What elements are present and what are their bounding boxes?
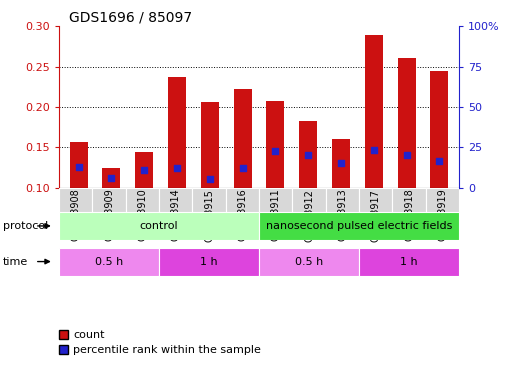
- Bar: [430, 71, 448, 188]
- Text: GSM93908: GSM93908: [71, 189, 81, 242]
- Point: [403, 152, 411, 158]
- Bar: [332, 139, 350, 188]
- Text: GSM93917: GSM93917: [371, 189, 381, 242]
- Bar: [365, 35, 383, 188]
- Bar: [266, 101, 285, 188]
- Text: GDS1696 / 85097: GDS1696 / 85097: [69, 10, 192, 24]
- Point: [271, 148, 280, 154]
- Point: [436, 158, 444, 164]
- Point: [140, 167, 148, 173]
- Text: percentile rank within the sample: percentile rank within the sample: [73, 345, 261, 355]
- Text: GSM93915: GSM93915: [204, 189, 214, 242]
- Bar: [259, 248, 359, 276]
- Text: 1 h: 1 h: [400, 256, 418, 267]
- Bar: [299, 122, 317, 188]
- Bar: [192, 188, 226, 212]
- Text: GSM93913: GSM93913: [338, 189, 347, 242]
- Bar: [426, 188, 459, 212]
- Bar: [126, 188, 159, 212]
- Text: GSM93919: GSM93919: [438, 189, 447, 242]
- Point: [239, 165, 247, 171]
- Text: GSM93918: GSM93918: [404, 189, 414, 242]
- Text: time: time: [3, 256, 28, 267]
- Point: [370, 147, 378, 153]
- Bar: [59, 212, 259, 240]
- Bar: [292, 188, 326, 212]
- Bar: [135, 152, 153, 188]
- Text: GSM93912: GSM93912: [304, 189, 314, 242]
- Bar: [92, 188, 126, 212]
- Point: [173, 165, 181, 171]
- Bar: [59, 248, 159, 276]
- Bar: [168, 77, 186, 188]
- Point: [74, 164, 83, 170]
- Point: [107, 175, 115, 181]
- Bar: [70, 141, 88, 188]
- Text: GSM93911: GSM93911: [271, 189, 281, 242]
- Bar: [259, 188, 292, 212]
- Bar: [392, 188, 426, 212]
- Point: [206, 177, 214, 183]
- Text: 0.5 h: 0.5 h: [95, 256, 123, 267]
- Text: 0.5 h: 0.5 h: [295, 256, 323, 267]
- Bar: [226, 188, 259, 212]
- Bar: [103, 168, 121, 188]
- Point: [337, 160, 345, 166]
- Bar: [201, 102, 219, 188]
- Bar: [326, 188, 359, 212]
- Bar: [233, 89, 252, 188]
- Text: GSM93910: GSM93910: [137, 189, 147, 242]
- Text: control: control: [140, 221, 179, 231]
- Text: GSM93914: GSM93914: [171, 189, 181, 242]
- Text: GSM93909: GSM93909: [104, 189, 114, 242]
- Point: [304, 152, 312, 158]
- Bar: [359, 188, 392, 212]
- Text: protocol: protocol: [3, 221, 48, 231]
- Text: count: count: [73, 330, 105, 340]
- Text: 1 h: 1 h: [200, 256, 218, 267]
- Bar: [59, 188, 92, 212]
- Text: GSM93916: GSM93916: [238, 189, 247, 242]
- Text: nanosecond pulsed electric fields: nanosecond pulsed electric fields: [266, 221, 452, 231]
- Bar: [159, 188, 192, 212]
- Bar: [159, 248, 259, 276]
- Bar: [259, 212, 459, 240]
- Bar: [398, 58, 416, 188]
- Bar: [359, 248, 459, 276]
